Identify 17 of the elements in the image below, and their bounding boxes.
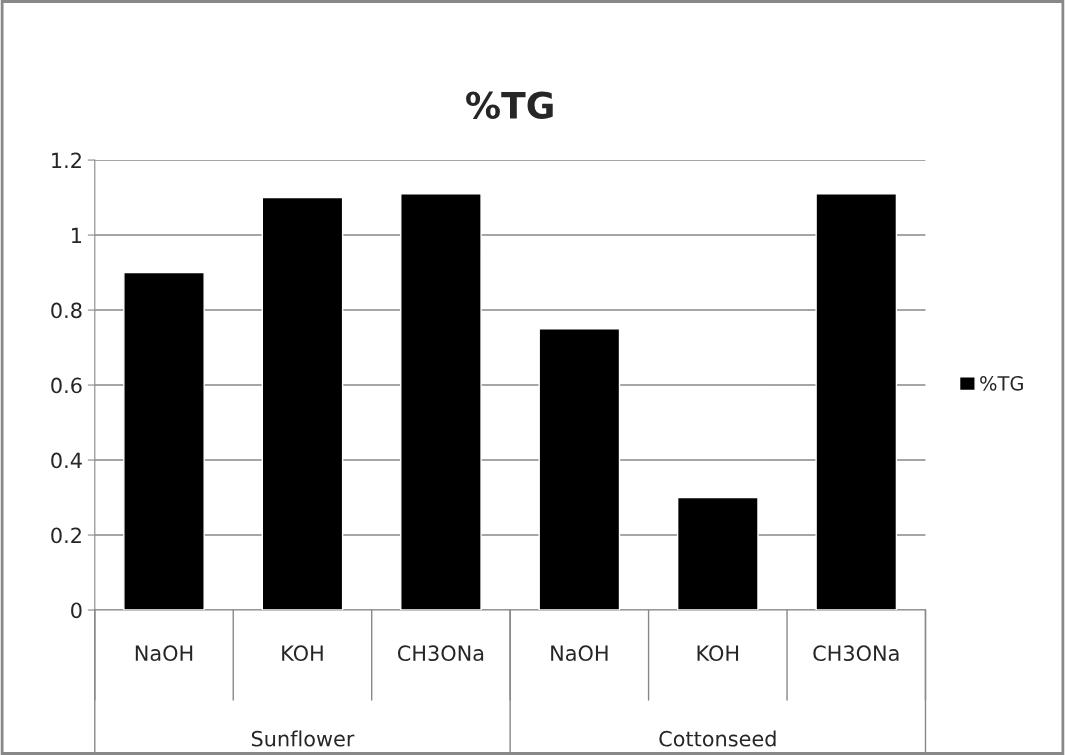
y-tick-label: 0.8	[51, 302, 82, 319]
y-tick-label: 0.4	[51, 452, 82, 469]
y-tick-label: 0	[71, 602, 82, 619]
text: Cottonseed	[659, 730, 776, 747]
y-tick-label: 0.6	[51, 377, 82, 394]
x-tick-label: NaOH	[135, 645, 193, 662]
y-tick-label: 1.2	[52, 152, 81, 168]
x-tick-label: CH3ONa	[813, 645, 899, 662]
y-tick-label: 0.2	[51, 527, 81, 544]
x-tick-label: KOH	[282, 645, 323, 662]
x-tick-label: NaOH	[551, 645, 608, 662]
text: Sunflower	[251, 730, 355, 747]
legend-label: %TG	[980, 375, 1023, 391]
x-tick-label: CH3ONa	[397, 645, 484, 662]
y-tick-label: 1	[72, 227, 82, 243]
x-tick-label: KOH	[697, 645, 739, 662]
chart-title: %TG	[466, 91, 553, 119]
